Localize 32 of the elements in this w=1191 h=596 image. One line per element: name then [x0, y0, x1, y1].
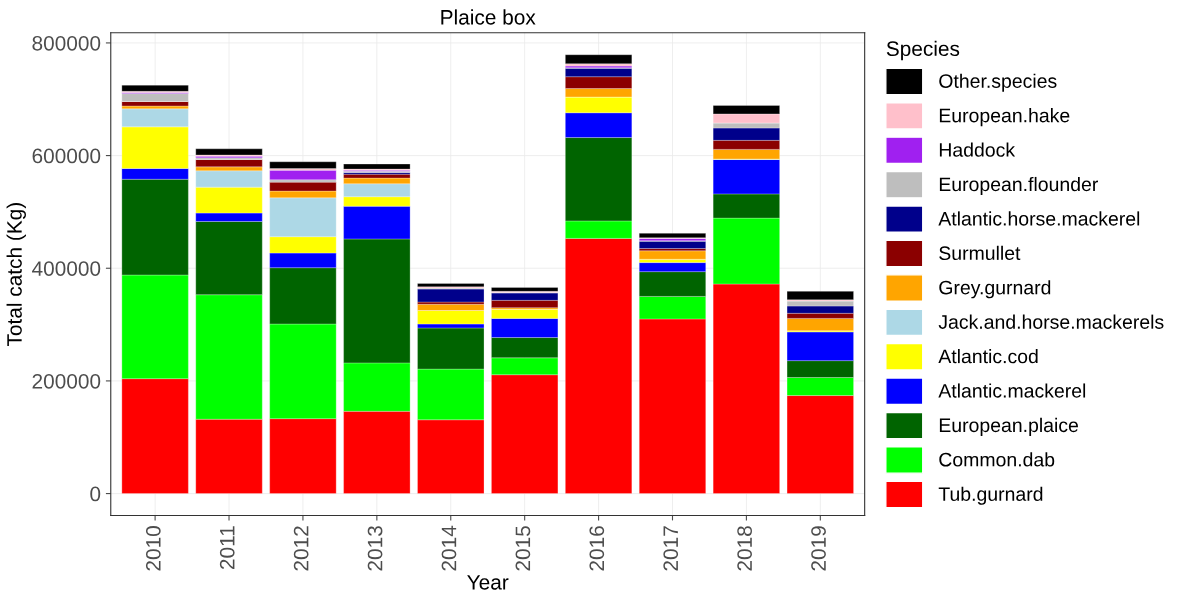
x-tick-label: 2010: [145, 526, 161, 571]
legend-label: Jack.and.horse.mackerels: [938, 314, 1164, 329]
x-tick-label: 2017: [663, 526, 679, 571]
y-tick-label: 0: [90, 486, 101, 502]
y-tick-label: 200000: [32, 373, 101, 389]
legend-label: Atlantic.mackerel: [938, 383, 1086, 398]
y-tick-label: 400000: [32, 261, 101, 276]
legend-label: Haddock: [939, 142, 1016, 157]
legend-label: Tub.gurnard: [938, 486, 1043, 505]
legend-title: Species: [886, 40, 960, 61]
chart-title: Plaice box: [441, 9, 536, 25]
legend-label: European.hake: [939, 108, 1070, 127]
legend-label: European.plaice: [939, 417, 1078, 436]
x-tick-label: 2011: [219, 526, 235, 570]
legend-label: Atlantic.horse.mackerel: [938, 211, 1140, 226]
legend-label: European.flounder: [939, 176, 1098, 196]
legend-label: Common.dab: [939, 452, 1055, 467]
x-tick-label: 2014: [441, 525, 457, 571]
legend-label: Atlantic.cod: [938, 349, 1038, 364]
x-tick-label: 2018: [737, 526, 752, 571]
x-axis-title: Year: [467, 575, 509, 590]
legend-label: Other.species: [939, 73, 1057, 92]
x-tick-label: 2019: [811, 526, 826, 571]
y-axis-title: Total catch (Kg): [6, 203, 26, 347]
x-tick-label: 2013: [367, 526, 383, 571]
y-tick-label: 800000: [32, 35, 101, 51]
x-tick-label: 2012: [293, 526, 309, 571]
y-tick-label: 600000: [32, 148, 101, 164]
legend-label: Grey.gurnard: [939, 280, 1051, 299]
x-tick-label: 2015: [515, 526, 531, 571]
legend-label: Surmullet: [939, 245, 1021, 261]
x-tick-label: 2016: [589, 526, 605, 571]
